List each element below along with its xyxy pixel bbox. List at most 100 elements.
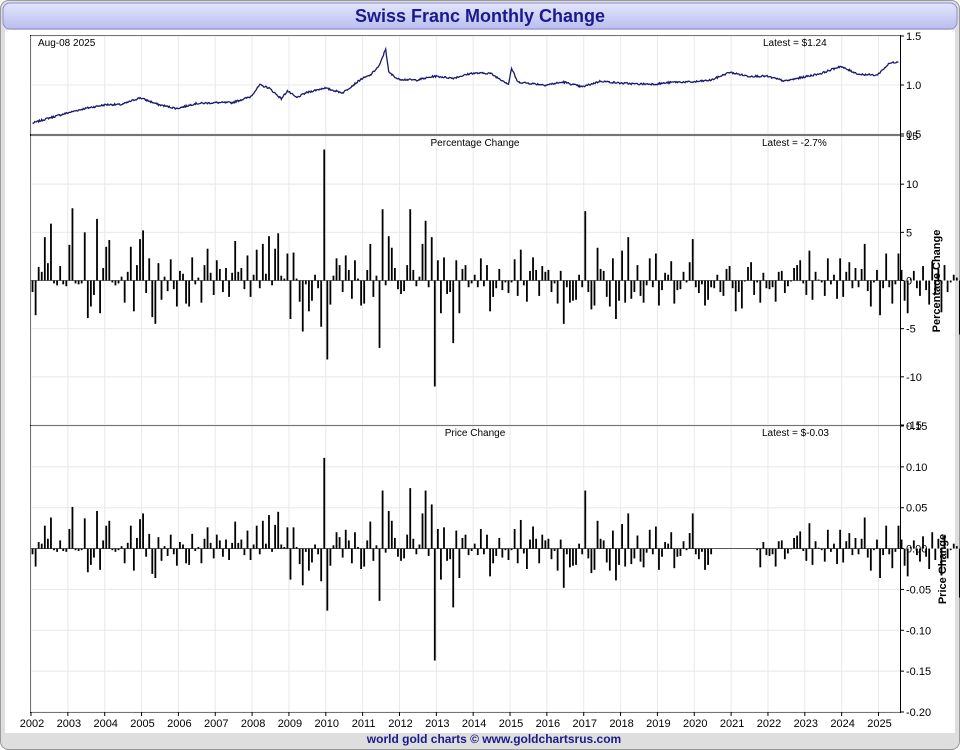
bar [504,548,507,551]
bar [762,272,765,281]
bar [323,457,326,549]
bar [483,548,485,555]
bar [424,490,427,549]
bar [31,280,34,293]
bar [314,544,316,549]
bar [685,548,688,551]
bar [341,280,344,293]
x-tick-label: 2018 [609,718,633,730]
bar [234,521,237,549]
bar [590,280,593,310]
bar [897,525,900,549]
price-panel: Aug-08 2025 Latest = $1.24 1.5 1.0 0.5 [30,31,921,141]
y-tick-label: -0.15 [906,666,931,678]
bar [50,517,52,549]
bar [145,548,148,557]
bar [599,538,602,549]
bar [197,546,200,549]
bar [529,270,531,281]
bar [292,252,295,281]
bar [866,548,869,558]
bar [277,511,280,549]
bar [765,548,768,556]
bar [378,548,381,601]
bar [912,270,915,281]
bar [906,280,909,314]
bar [126,271,129,281]
bar [934,280,937,294]
price-panel-grid [30,35,900,135]
bar [403,280,405,292]
bar [96,218,98,281]
bar [53,548,55,551]
bar [495,548,498,556]
bar [522,548,525,554]
bar [725,268,728,281]
x-tick-label: 2013 [425,718,449,730]
bar [756,280,759,283]
bar [479,258,482,281]
bar [593,548,596,570]
bar [93,548,95,558]
bar [581,548,584,555]
bar [685,280,688,283]
bar [132,548,135,571]
bar [857,280,860,288]
bar [443,257,445,281]
bar [648,258,651,281]
bar [415,548,418,555]
bar [123,548,126,564]
bar [922,536,924,549]
bar [329,548,332,566]
x-tick-label: 2020 [683,718,707,730]
bar [31,548,34,555]
bar [713,280,716,289]
bar [225,539,227,549]
bar [206,527,209,549]
bar [863,517,866,549]
bar [387,510,390,549]
bar [569,548,571,568]
bar [105,246,108,281]
bar [384,548,387,553]
bar [172,280,175,290]
bar [830,280,832,285]
bar [682,271,685,281]
bar [381,209,384,281]
bar [326,548,329,611]
bar [261,520,264,549]
bar [526,280,528,302]
bar [350,280,353,299]
bar [820,280,823,283]
bar [280,544,283,549]
bar [691,239,694,281]
bar [501,280,504,291]
bar [885,253,888,281]
bar [486,265,488,281]
bar [615,548,617,581]
chart-title: Swiss Franc Monthly Change [355,6,605,26]
bar [154,280,157,324]
bar [77,280,80,285]
bar [664,542,666,549]
bar [636,265,639,281]
bar [934,548,937,561]
bar [780,270,783,281]
bar [627,513,630,549]
bar [737,280,740,293]
bar [679,548,682,556]
bar [697,280,700,294]
bar [876,269,878,281]
bar [492,548,495,564]
bar [397,280,399,290]
bar [774,548,777,567]
bar [120,546,123,549]
bar [670,532,673,549]
bar [768,548,771,556]
bar [338,265,341,281]
bar [123,280,126,303]
bar [688,533,691,549]
bar [618,548,620,565]
y-tick-label: 5 [906,227,912,239]
